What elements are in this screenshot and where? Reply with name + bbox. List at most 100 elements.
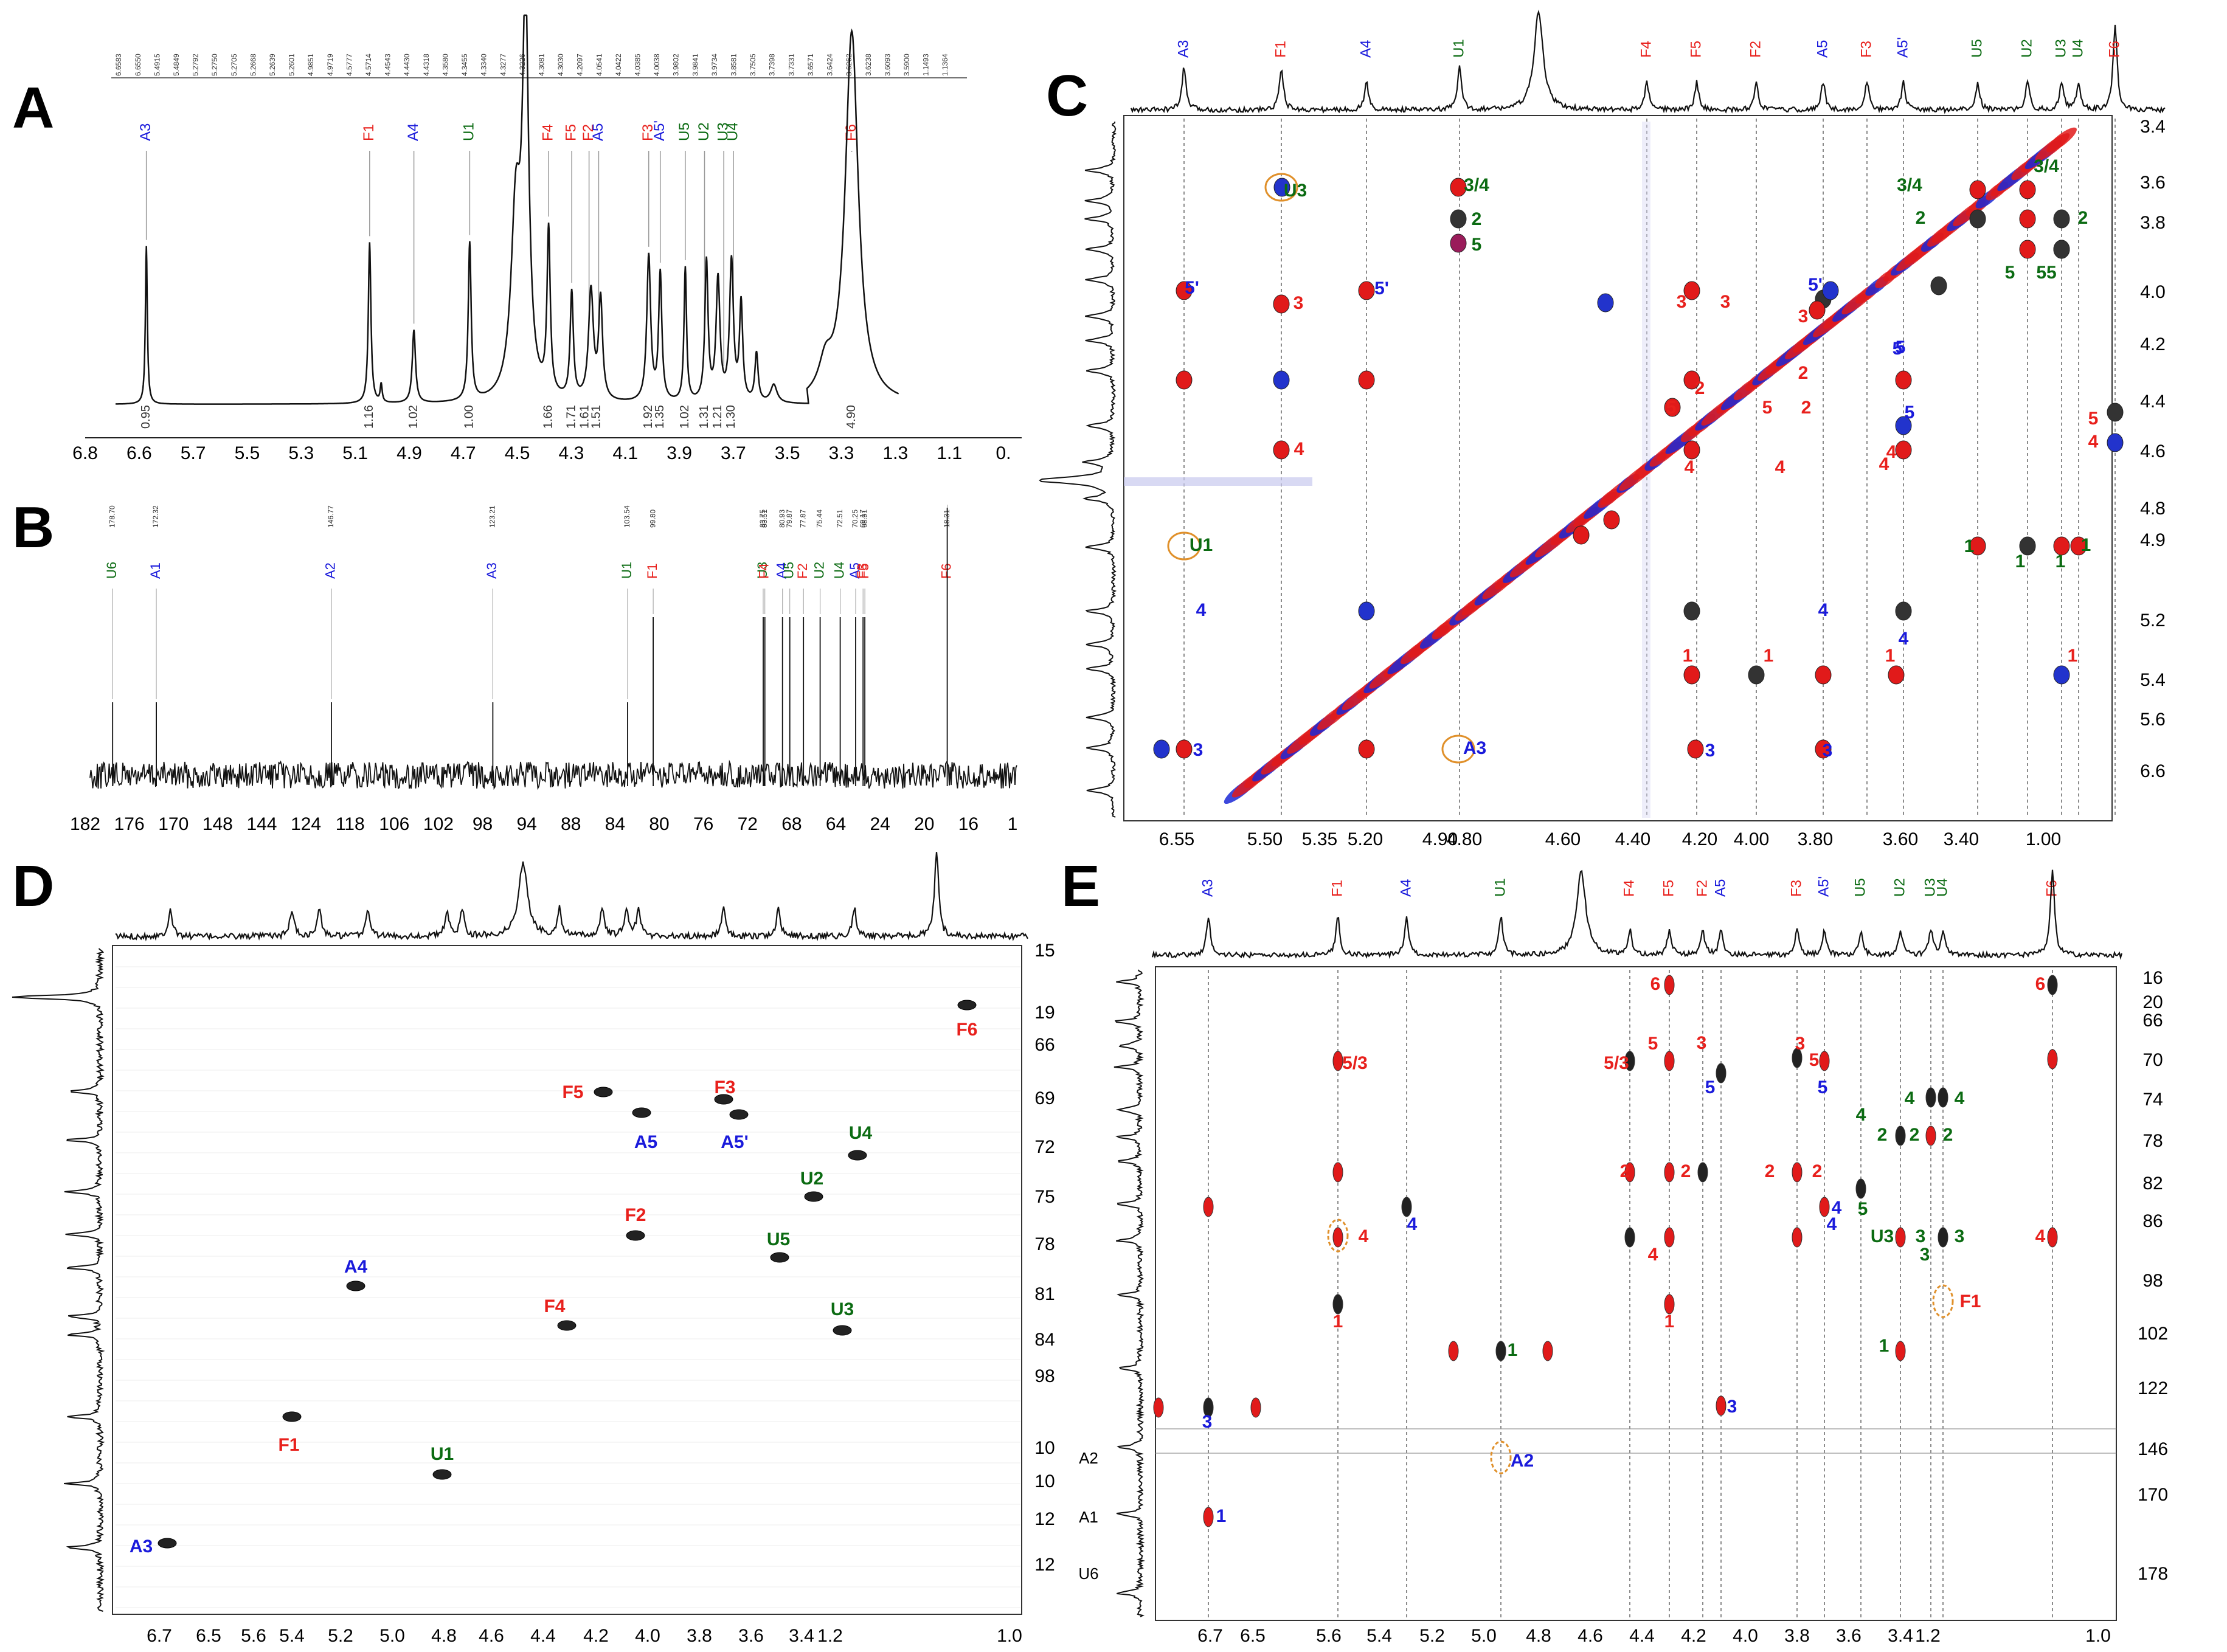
crosspeak-label: A5' [721, 1132, 748, 1152]
axis-tick: 78 [2142, 1131, 2163, 1151]
axis-tick: 84 [1034, 1330, 1055, 1350]
cross-peak [1273, 370, 1290, 390]
cross-peak [1792, 1162, 1803, 1183]
axis-tick: 16 [2142, 968, 2163, 988]
axis-tick: 3.8 [687, 1626, 712, 1646]
axis-tick: 5.7 [181, 443, 206, 463]
crosspeak-label: 4 [1886, 442, 1897, 462]
axis-tick: 4.1 [612, 443, 638, 463]
peak-label: F6 [938, 563, 954, 579]
cross-peak [1664, 1294, 1675, 1315]
crosspeak-label: 1 [1508, 1340, 1518, 1360]
shift-value: 4.5714 [364, 54, 373, 76]
cross-peak [1687, 739, 1704, 759]
cross-peak [1448, 1341, 1459, 1361]
crosspeak-label: 4 [1407, 1214, 1418, 1234]
panel-a-spectrum-trace [116, 14, 899, 405]
cross-peak [1969, 180, 1986, 199]
crosspeak-label: 55 [2036, 263, 2056, 283]
panel-d-top-projection [115, 852, 1028, 942]
cross-peak [1273, 294, 1290, 314]
crosspeak-label: 1 [1879, 1336, 1889, 1356]
highlight-circle [1167, 531, 1201, 561]
axis-tick: 4.9 [2140, 530, 2166, 550]
crosspeak-label: U3 [1284, 181, 1307, 201]
axis-tick: 1.0 [997, 1626, 1022, 1646]
integral-value: 1.02 [678, 405, 691, 429]
crosspeak-label: 3/4 [1464, 175, 1489, 195]
axis-tick: 6.7 [147, 1626, 172, 1646]
cross-peak [2107, 433, 2124, 452]
axis-tick: 82 [2142, 1173, 2163, 1194]
peak-label: U3 [2052, 39, 2069, 58]
crosspeak-label: 3 [1727, 1397, 1737, 1417]
crosspeak-label: 5 [2005, 263, 2015, 283]
highlight-circle [1932, 1284, 1954, 1318]
peak-label: F2 [795, 563, 810, 579]
axis-tick: 5.6 [1316, 1626, 1342, 1646]
shift-value: 3.7505 [749, 54, 757, 76]
axis-tick: 3.60 [1883, 829, 1918, 849]
shift-value: 4.3081 [537, 54, 545, 76]
axis-tick: 5.50 [1247, 829, 1283, 849]
integral-value: 1.31 [698, 405, 711, 429]
crosspeak-label: 5' [1185, 278, 1199, 298]
axis-tick: 6.8 [72, 443, 98, 463]
axis-tick: 3.80 [1798, 829, 1833, 849]
integral-value: 1.30 [724, 405, 738, 429]
axis-tick: 64 [826, 814, 846, 834]
crosspeak-label: 5 [1705, 1077, 1716, 1097]
cross-peak [1815, 739, 1832, 759]
axis-tick: 3.4 [1888, 1626, 1913, 1646]
peak-label: U5 [676, 122, 693, 141]
crosspeak-label: A4 [344, 1257, 368, 1277]
panel-c-plot-frame [1123, 115, 2113, 821]
cross-peak [1203, 1397, 1214, 1418]
shift-value: 5.2668 [249, 54, 257, 76]
integral-value: 1.21 [711, 405, 724, 429]
cross-peak [1176, 370, 1193, 390]
axis-tick: 4.6 [2140, 441, 2166, 461]
crosspeak-label: 4 [1196, 600, 1207, 620]
peak-label: F5 [1660, 880, 1677, 897]
axis-tick: 3.4 [789, 1626, 814, 1646]
panel-b-spectrum-trace [89, 508, 1017, 790]
shift-value: 68.91 [860, 510, 868, 528]
crosspeak-label: 5' [1374, 278, 1389, 299]
axis-tick: 5.3 [288, 443, 314, 463]
axis-tick: 84 [605, 814, 625, 834]
axis-tick: 16 [958, 814, 978, 834]
peak-label: A3 [137, 123, 154, 141]
panel-e-top-projection [1151, 869, 2123, 960]
integral-value: 4.90 [845, 405, 858, 429]
axis-tick: 72 [1034, 1137, 1055, 1157]
axis-tick: 12 [1034, 1509, 1055, 1529]
cross-peak [1664, 1051, 1675, 1071]
side-label: A1 [1079, 1508, 1098, 1526]
panel-d-left-projection [12, 948, 105, 1612]
cross-peak [2019, 536, 2036, 556]
peak-label: A1 [148, 562, 163, 579]
crosspeak-label: F1 [1959, 1291, 1981, 1312]
crosspeak-label: F5 [562, 1082, 583, 1102]
cross-peak [2053, 665, 2070, 685]
peak-label: U2 [696, 122, 712, 141]
axis-tick: 3.6 [1836, 1626, 1862, 1646]
axis-tick: 1.1 [937, 443, 962, 463]
crosspeak-label: 5/3 [1604, 1053, 1629, 1073]
shift-value: 3.9841 [691, 54, 699, 76]
axis-tick: 182 [70, 814, 100, 834]
peak-label: A4 [405, 123, 421, 141]
axis-tick: 68 [781, 814, 802, 834]
crosspeak-label: 4 [1818, 600, 1829, 620]
side-label: A2 [1079, 1449, 1098, 1467]
axis-tick: 6.5 [1240, 1626, 1266, 1646]
axis-tick: 118 [336, 814, 365, 834]
cross-peak [2019, 240, 2036, 259]
axis-tick: 10 [1034, 1471, 1055, 1491]
peak-label: F3 [640, 124, 656, 141]
panel-a-peak-values: 6.6583 6.6550 5.4915 5.4849 5.2792 5.2750 5.27… [114, 54, 949, 76]
panel-e-letter: E [1061, 854, 1100, 919]
cross-peak [848, 1150, 867, 1161]
